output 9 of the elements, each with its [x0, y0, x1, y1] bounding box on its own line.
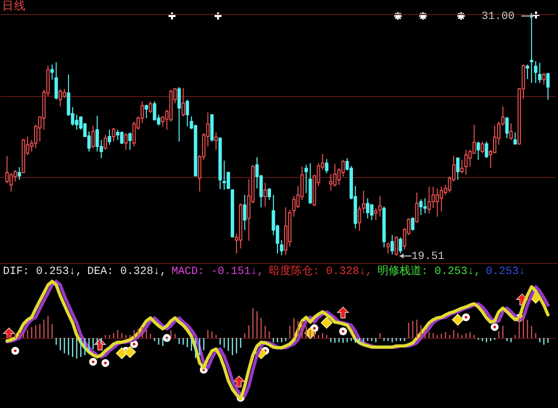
text: DIF: 0.253↓, — [3, 266, 82, 278]
chart-title: 日线 — [2, 0, 26, 12]
text: 0.253↓ — [486, 266, 526, 278]
text: DEA: 0.328↓, — [87, 266, 166, 278]
text: 暗度陈仓: 0.328↓, — [268, 266, 372, 278]
text: MACD: -0.151↓, — [171, 266, 264, 278]
annotation: 19.51 — [411, 251, 445, 263]
text: 明修栈道: 0.253↓, — [377, 266, 481, 278]
annotation: 31.00 — [482, 11, 515, 23]
